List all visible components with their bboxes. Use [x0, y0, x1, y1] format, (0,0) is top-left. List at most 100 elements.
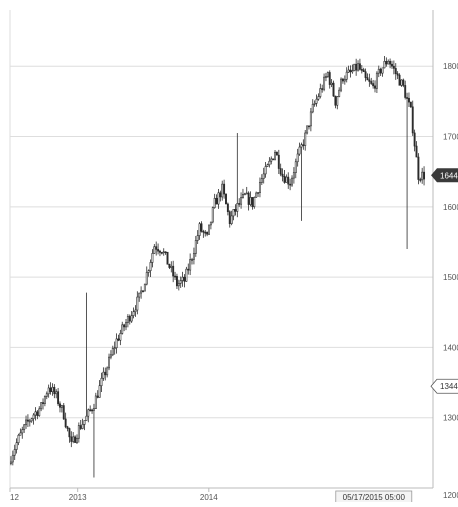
candle-body [409, 101, 412, 108]
candle-body [394, 68, 397, 74]
candle-body [245, 192, 248, 195]
candle-body [149, 262, 152, 271]
candle-body [209, 221, 212, 226]
candle-body [85, 415, 88, 421]
candle-body [279, 168, 282, 175]
candle-body [21, 429, 24, 434]
candle-body [172, 265, 175, 277]
candle-body [15, 442, 18, 450]
candle-body [370, 81, 373, 84]
candle-body [177, 283, 180, 287]
candle-body [55, 391, 58, 395]
candle-body [377, 68, 380, 74]
candle-body [294, 161, 297, 173]
candle-body [11, 454, 14, 463]
candle-body [36, 411, 39, 416]
candle-body [211, 207, 214, 223]
candle-body [417, 156, 420, 180]
candle-body [325, 76, 327, 78]
candle-body [32, 414, 35, 420]
candle-body [9, 461, 12, 464]
candle-body [64, 418, 67, 428]
candle-body [45, 393, 48, 397]
candle-body [249, 197, 252, 205]
candle-body [411, 106, 414, 134]
candle-body [109, 354, 112, 358]
candle-body [40, 402, 43, 410]
candle-body [62, 405, 65, 420]
cursor-date-label: 05/17/2015 05:00 [343, 493, 406, 502]
candle-body [76, 437, 78, 443]
candle-body [51, 386, 54, 393]
candle-body [17, 434, 20, 444]
y-tick-label: 12000 [443, 491, 458, 500]
axis-labels: 13000 14000 15000 16000 17000 18000 12000 12 201… [10, 62, 458, 504]
candle-body [247, 192, 250, 205]
y-tick-label: 16000 [443, 203, 458, 212]
candle-body [34, 411, 37, 416]
candle-body [309, 111, 312, 127]
candle-body [183, 276, 186, 282]
candle-body [415, 145, 418, 158]
candle-body [66, 426, 69, 429]
candle-body [396, 73, 399, 76]
candle-body [92, 408, 95, 411]
candle-body [389, 60, 392, 65]
candle-body [223, 183, 226, 195]
candle-body [145, 272, 148, 285]
marker-price-label: 13448 [440, 382, 458, 391]
candle-body [330, 82, 333, 85]
candle-body [200, 223, 203, 232]
candle-body [142, 290, 144, 293]
candle-body [79, 425, 82, 429]
candle-body [362, 69, 365, 73]
candle-body [366, 77, 369, 81]
candle-body [13, 449, 16, 456]
candle-body [134, 309, 137, 313]
candle-body [160, 252, 163, 254]
candle-body [19, 432, 22, 436]
candle-body [202, 230, 205, 233]
candle-body [264, 166, 267, 175]
candle-body [162, 251, 165, 254]
candle-body [143, 283, 146, 292]
candle-body [400, 79, 403, 86]
candle-body [298, 146, 301, 155]
candle-body [83, 420, 86, 425]
candle-body [108, 356, 110, 369]
current-price-label: 16449 [440, 171, 458, 180]
candle-body [402, 79, 405, 86]
candle-body [191, 259, 193, 261]
candle-body [125, 322, 127, 328]
candle-body [81, 424, 84, 429]
candle-body [232, 208, 235, 217]
candle-body [292, 172, 295, 179]
candle-body [281, 173, 284, 177]
candle-body [326, 72, 329, 77]
candle-body [355, 63, 358, 71]
candle-body [128, 316, 131, 322]
candle-body [236, 203, 239, 212]
candle-body [328, 72, 331, 85]
candle-body [77, 425, 80, 439]
candle-body [375, 72, 378, 89]
candle-body [140, 290, 143, 294]
candle-body [121, 324, 124, 334]
candle-body [374, 85, 376, 89]
candle-body [219, 192, 222, 198]
candle-body [138, 292, 141, 298]
candle-body [111, 348, 114, 356]
grid-lines [10, 65, 433, 419]
candle-body [296, 153, 299, 163]
candle-body [372, 83, 375, 87]
candle-body [304, 132, 307, 146]
candle-body [181, 276, 184, 281]
candle-body [319, 88, 322, 97]
candle-body [381, 67, 384, 74]
current-price-tag [431, 168, 458, 183]
candle-body [242, 194, 244, 198]
candle-body [126, 316, 129, 323]
candle-body [147, 270, 150, 273]
candle-body [404, 85, 407, 98]
